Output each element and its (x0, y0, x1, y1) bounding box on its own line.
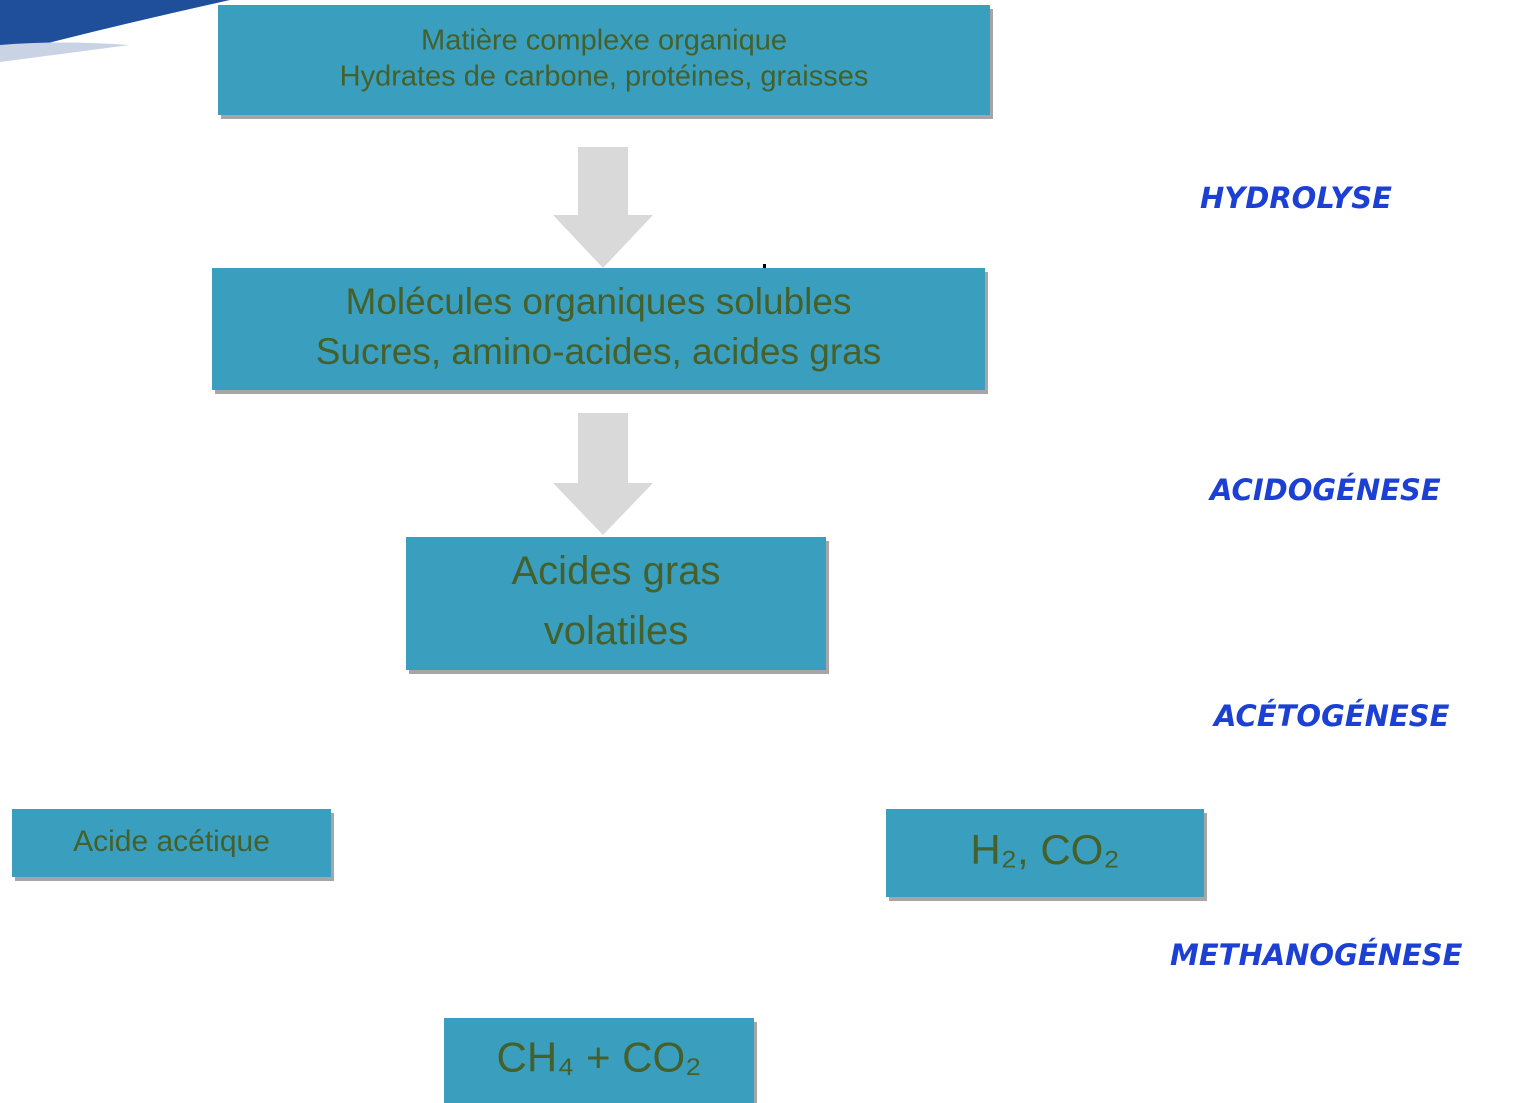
node-label: Hydrates de carbone, protéines, graisses (340, 61, 869, 93)
stage-label: HYDROLYSE (1200, 181, 1392, 215)
arrow (553, 413, 653, 535)
node-box (444, 1018, 754, 1103)
arrows (553, 147, 653, 535)
node-label: Molécules organiques solubles (346, 281, 852, 322)
node-label: Acides gras (512, 549, 721, 593)
node-label: H₂, CO₂ (970, 826, 1119, 873)
node-label: Matière complexe organique (421, 25, 787, 57)
stages: HYDROLYSE ACIDOGÉNESE ACÉTOGÉNESE METHANOGÉ… (1170, 181, 1463, 972)
node-box (406, 537, 826, 670)
arrow (553, 147, 653, 268)
node-label: volatiles (544, 609, 689, 653)
node-box (886, 809, 1204, 897)
decoration (0, 42, 130, 62)
node-box (212, 268, 985, 390)
node-box (12, 809, 331, 877)
decoration (0, 0, 230, 58)
node-label: Sucres, amino-acides, acides gras (316, 331, 882, 372)
stage-label: ACIDOGÉNESE (1208, 473, 1441, 507)
stage-label: METHANOGÉNESE (1170, 938, 1463, 972)
stage-label: ACÉTOGÉNESE (1212, 699, 1450, 733)
node-label: CH₄ + CO₂ (497, 1034, 702, 1081)
node-box (218, 5, 990, 115)
nodes: Matière complexe organique Hydrates de ca… (12, 5, 1207, 1103)
node-label: Acide acétique (73, 825, 270, 858)
